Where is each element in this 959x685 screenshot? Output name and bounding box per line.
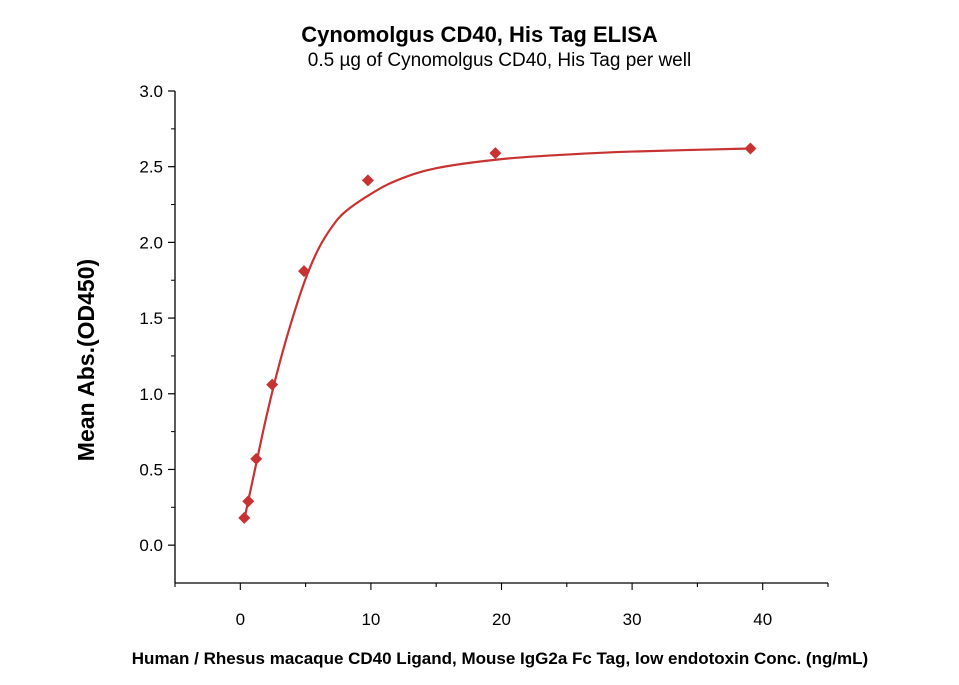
data-point xyxy=(238,511,251,524)
y-tick-label: 1.5 xyxy=(139,309,163,328)
y-tick-label: 2.5 xyxy=(139,158,163,177)
x-tick-label: 30 xyxy=(623,610,642,629)
data-point xyxy=(242,495,255,508)
x-tick-label: 20 xyxy=(492,610,511,629)
x-tick-label: 10 xyxy=(361,610,380,629)
data-point xyxy=(489,147,502,160)
data-point xyxy=(361,174,374,187)
x-tick-label: 40 xyxy=(753,610,772,629)
y-tick-label: 0.0 xyxy=(139,536,163,555)
y-tick-label: 3.0 xyxy=(139,82,163,101)
data-point xyxy=(744,142,757,155)
y-tick-label: 1.0 xyxy=(139,385,163,404)
x-tick-label: 0 xyxy=(236,610,245,629)
chart-title: Cynomolgus CD40, His Tag ELISA xyxy=(301,22,658,47)
y-axis-label: Mean Abs.(OD450) xyxy=(73,259,99,461)
fit-curve xyxy=(243,147,751,520)
y-tick-label: 2.0 xyxy=(139,233,163,252)
x-axis-label: Human / Rhesus macaque CD40 Ligand, Mous… xyxy=(132,649,868,668)
data-point xyxy=(298,265,311,278)
y-tick-label: 0.5 xyxy=(139,460,163,479)
chart-subtitle: 0.5 µg of Cynomolgus CD40, His Tag per w… xyxy=(307,50,692,71)
data-point xyxy=(250,452,263,465)
data-point xyxy=(266,378,279,391)
